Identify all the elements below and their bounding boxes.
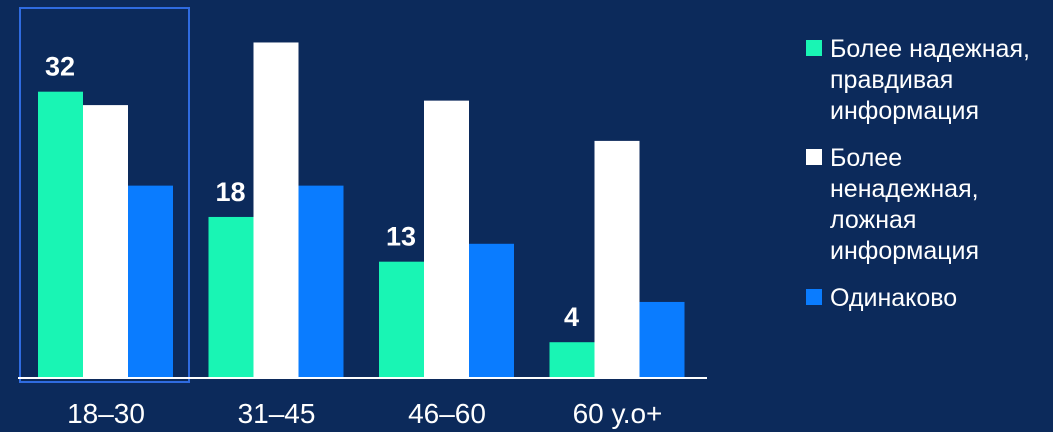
- legend-item-same: Одинаково: [804, 283, 1044, 314]
- legend-label-unreliable: Более ненадежная, ложная информация: [830, 144, 980, 265]
- bar-unreliable-60-plus: [594, 140, 640, 378]
- bar-same-31-45: [298, 185, 344, 378]
- bar-reliable-18-30: [38, 91, 83, 379]
- bar-same-46-60: [469, 243, 514, 378]
- bar-unreliable-31-45: [253, 42, 299, 378]
- bar-reliable-31-45: [208, 216, 254, 378]
- legend-swatch-reliable: [806, 40, 822, 56]
- x-tick-label-60-plus: 60 у.о+: [573, 398, 663, 429]
- data-label-46-60: 13: [386, 222, 416, 252]
- legend-label-same: Одинаково: [830, 284, 958, 312]
- bar-same-60-plus: [639, 301, 685, 378]
- legend-swatch-unreliable: [806, 149, 822, 165]
- x-tick-label-18-30: 18–30: [67, 398, 145, 429]
- data-label-31-45: 18: [215, 177, 245, 207]
- bar-unreliable-46-60: [424, 100, 469, 378]
- legend: Более надежная, правдивая информация Бол…: [804, 34, 1044, 330]
- x-tick-label-31-45: 31–45: [238, 398, 316, 429]
- bar-unreliable-18-30: [83, 105, 128, 379]
- bar-chart: 32 18–30 18 31–45 13 46–60 4 60 у.о+: [18, 7, 707, 429]
- bar-reliable-60-plus: [549, 342, 595, 378]
- data-label-60-plus: 4: [564, 302, 579, 332]
- legend-label-reliable: Более надежная, правдивая информация: [830, 35, 1030, 125]
- highlight-box: [19, 7, 190, 383]
- bar-reliable-46-60: [379, 261, 424, 378]
- bar-same-18-30: [128, 185, 173, 378]
- legend-swatch-same: [806, 289, 822, 305]
- x-tick-label-46-60: 46–60: [408, 398, 486, 429]
- legend-item-unreliable: Более ненадежная, ложная информация: [804, 143, 1044, 267]
- legend-item-reliable: Более надежная, правдивая информация: [804, 34, 1044, 127]
- data-label-18-30: 32: [45, 52, 75, 82]
